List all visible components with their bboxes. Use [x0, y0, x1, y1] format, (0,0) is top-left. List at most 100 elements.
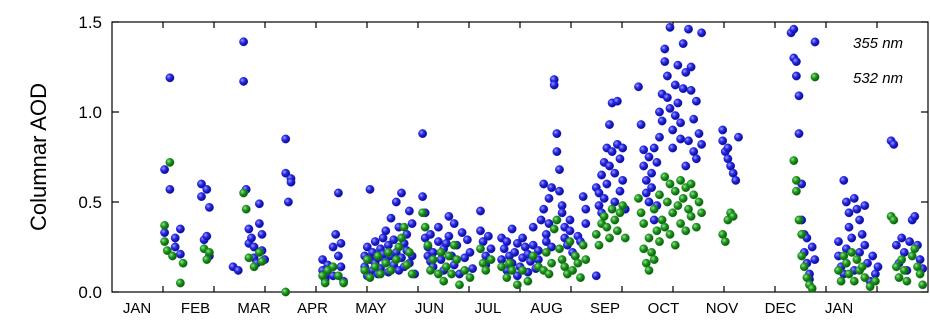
- data-point: [649, 204, 659, 214]
- data-point: [168, 251, 177, 261]
- data-point: [663, 197, 672, 207]
- data-point: [507, 224, 517, 234]
- data-point: [660, 57, 670, 66]
- data-point: [452, 255, 462, 265]
- data-point: [249, 262, 259, 272]
- data-point: [381, 226, 391, 236]
- data-point: [591, 229, 601, 239]
- series-1: [160, 156, 928, 297]
- data-point: [792, 175, 801, 185]
- data-point: [539, 204, 549, 214]
- data-point: [647, 183, 656, 193]
- data-point: [792, 57, 801, 66]
- data-point: [618, 143, 628, 153]
- data-point: [655, 132, 664, 142]
- data-point: [673, 98, 683, 108]
- data-point: [678, 39, 688, 48]
- data-point: [544, 193, 554, 203]
- data-point: [360, 265, 370, 275]
- data-point: [618, 201, 628, 211]
- data-point: [528, 240, 538, 250]
- data-point: [394, 242, 404, 252]
- data-point: [689, 190, 699, 200]
- data-point: [197, 179, 206, 189]
- data-point: [681, 68, 691, 77]
- data-point: [670, 240, 680, 250]
- data-point: [257, 256, 267, 266]
- y-axis: 0.0 0.5 1.0 1.5: [78, 13, 928, 302]
- data-point: [257, 229, 267, 239]
- data-point: [594, 188, 604, 198]
- data-point: [386, 265, 396, 275]
- data-point: [468, 264, 477, 273]
- data-point: [723, 143, 733, 153]
- data-point: [794, 129, 804, 139]
- data-point: [418, 129, 427, 139]
- data-point: [644, 265, 654, 275]
- data-point: [868, 251, 878, 261]
- data-point: [339, 278, 348, 288]
- data-point: [423, 240, 433, 250]
- data-point: [428, 255, 438, 265]
- data-point: [860, 201, 870, 211]
- data-point: [281, 134, 291, 144]
- data-point: [670, 111, 680, 121]
- data-point: [497, 262, 506, 272]
- data-point: [476, 206, 485, 216]
- data-point: [175, 224, 185, 234]
- data-point: [513, 238, 522, 248]
- data-point: [420, 222, 430, 232]
- data-point: [902, 276, 912, 286]
- data-point: [849, 193, 859, 203]
- data-point: [789, 24, 799, 34]
- data-point: [202, 231, 212, 241]
- data-point: [370, 237, 380, 247]
- data-point: [910, 211, 920, 221]
- data-point: [178, 258, 188, 268]
- data-point: [678, 193, 688, 203]
- data-point: [254, 199, 264, 209]
- data-point: [328, 262, 338, 272]
- data-point: [657, 116, 667, 126]
- data-point: [644, 233, 654, 243]
- data-point: [676, 219, 685, 229]
- data-point: [539, 179, 549, 189]
- data-point: [605, 233, 614, 243]
- data-point: [652, 226, 662, 236]
- data-point: [649, 255, 659, 265]
- data-point: [665, 229, 675, 239]
- x-month-label: SEP: [590, 300, 620, 317]
- y-tick-label: 0.5: [78, 193, 102, 212]
- legend-label: 355 nm: [853, 35, 903, 52]
- data-point: [476, 226, 485, 236]
- data-point: [170, 242, 180, 252]
- data-point: [518, 233, 527, 243]
- data-point: [660, 172, 670, 182]
- data-point: [160, 220, 170, 230]
- data-point: [362, 255, 372, 265]
- data-point: [852, 204, 862, 214]
- data-point: [391, 255, 401, 265]
- data-point: [655, 190, 664, 200]
- data-point: [676, 118, 685, 128]
- data-point: [549, 80, 559, 90]
- data-point: [636, 120, 646, 130]
- data-point: [889, 139, 899, 149]
- data-point: [447, 269, 456, 279]
- series-layer: [160, 23, 928, 297]
- data-point: [397, 188, 406, 198]
- data-point: [892, 262, 901, 272]
- data-point: [404, 206, 414, 216]
- data-point: [204, 202, 214, 212]
- data-point: [918, 280, 928, 290]
- data-point: [557, 208, 567, 218]
- data-point: [670, 80, 680, 90]
- data-point: [239, 37, 249, 47]
- data-point: [842, 197, 851, 207]
- data-point: [336, 262, 346, 272]
- data-point: [254, 219, 264, 229]
- data-point: [668, 208, 678, 218]
- x-month-label: MAR: [237, 300, 271, 317]
- data-point: [636, 208, 646, 218]
- data-point: [844, 208, 854, 218]
